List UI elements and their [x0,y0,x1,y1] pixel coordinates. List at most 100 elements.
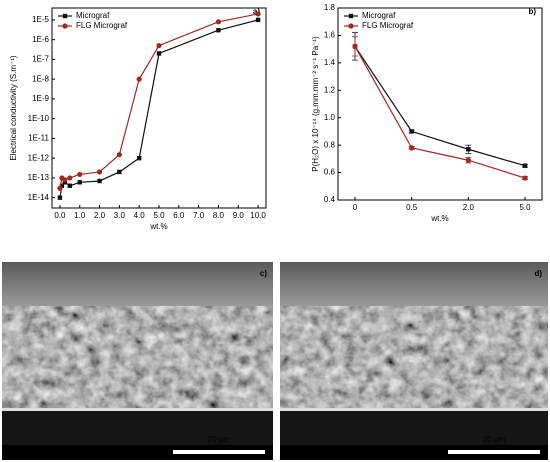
plot-frame [51,7,267,209]
y-tick-label: 0.8 [324,140,336,149]
legend-marker [348,13,354,19]
series-line [354,46,526,179]
sem-infobar [280,445,548,460]
y-tick-label: 1E-7 [32,55,49,64]
series-line [59,13,259,189]
x-axis-label: wt.% [430,214,448,223]
y-tick-label: 1E-10 [28,114,50,123]
x-tick-label: 2.0 [94,211,106,220]
point [136,76,142,82]
y-axis-label: Electrical conductivity (S.m⁻¹) [9,55,18,160]
info-value: 5 000 x [294,451,320,460]
info-key: mode [56,444,77,453]
y-tick-label: 1E-9 [32,94,49,103]
panel-label: a) [253,7,260,16]
y-tick-label: 0.4 [324,195,336,204]
info-key: mode [334,444,355,453]
y-tick-label: 0.6 [324,168,336,177]
point [352,43,358,50]
legend-label: Micrograf [76,11,110,20]
point [117,169,122,175]
x-tick-label: 7.0 [193,211,205,220]
point [67,183,73,188]
x-tick-label: 0.5 [406,203,418,212]
info-key: HV [314,444,326,453]
x-tick-label: 0 [353,203,358,212]
legend-label: FLG Micrograf [362,21,414,30]
info-key: HFW [394,444,413,453]
info-key: mag [16,444,32,453]
y-tick-label: 1.2 [324,85,336,94]
scale-bar [173,450,265,454]
sem-infobar [2,445,273,460]
point [62,177,68,183]
x-tick-label: 10.0 [250,211,266,220]
x-tick-label: 1.0 [74,211,86,220]
y-tick-label: 1.8 [324,3,336,12]
legend-marker [62,13,68,19]
plot-frame [337,7,543,201]
y-tick-label: 1E-11 [28,134,49,143]
point [522,175,528,181]
x-tick-label: 5.0 [153,211,165,220]
sem-edge [280,408,548,411]
point [255,11,261,17]
point [409,129,414,134]
info-key: mag [294,444,310,453]
panel-label: b) [528,7,536,16]
legend-marker [62,23,68,29]
y-tick-label: 1E-13 [28,173,50,182]
point [465,157,471,163]
x-tick-label: 5.0 [519,203,531,212]
legend-label: FLG Micrograf [76,21,128,30]
legend-label: Micrograf [362,11,396,20]
x-tick-label: 6.0 [173,211,185,220]
x-tick-label: 9.0 [233,211,245,220]
info-value: 5 000 x [16,451,42,460]
info-value: ETD [76,451,92,460]
info-value: 4.5 mm [96,451,123,460]
scale-label: 20 µm [208,435,231,444]
point [59,183,65,188]
y-tick-label: 1E-12 [28,153,50,162]
sem-substrate [2,411,273,445]
y-tick-label: 1.0 [324,113,336,122]
image-label: d) [534,269,542,278]
sem-substrate [280,411,548,445]
point [116,152,122,158]
point [97,178,102,184]
point [216,28,221,33]
point [77,171,83,178]
point [409,145,415,151]
scale-label: 20 µm [483,435,506,444]
point [156,51,162,56]
x-axis-label: wt.% [149,222,167,231]
point [255,17,261,23]
info-key: HFW [116,444,135,453]
x-tick-label: 4.0 [134,211,146,220]
point [57,185,63,191]
point [215,19,222,25]
point [136,155,142,161]
point [77,180,82,185]
x-tick-label: 0.0 [54,211,66,220]
y-tick-label: 1E-5 [32,15,49,24]
x-tick-label: 8.0 [213,211,225,220]
y-tick-label: 1E-8 [32,74,49,83]
sem-image [280,262,548,460]
info-key: HV [36,444,48,453]
x-tick-label: 2.0 [463,203,475,212]
sem-image [2,262,273,460]
y-tick-label: 1.4 [324,58,336,67]
sem-top [280,262,548,306]
y-tick-label: 1.6 [324,31,336,40]
point [67,175,73,181]
point [466,147,471,152]
info-key: det [76,444,88,453]
y-tick-label: 1E-14 [28,193,50,202]
info-value: 59.7 µm [116,451,145,460]
y-tick-label: 1E-6 [32,35,49,44]
info-key: det [354,444,366,453]
point [96,169,103,175]
